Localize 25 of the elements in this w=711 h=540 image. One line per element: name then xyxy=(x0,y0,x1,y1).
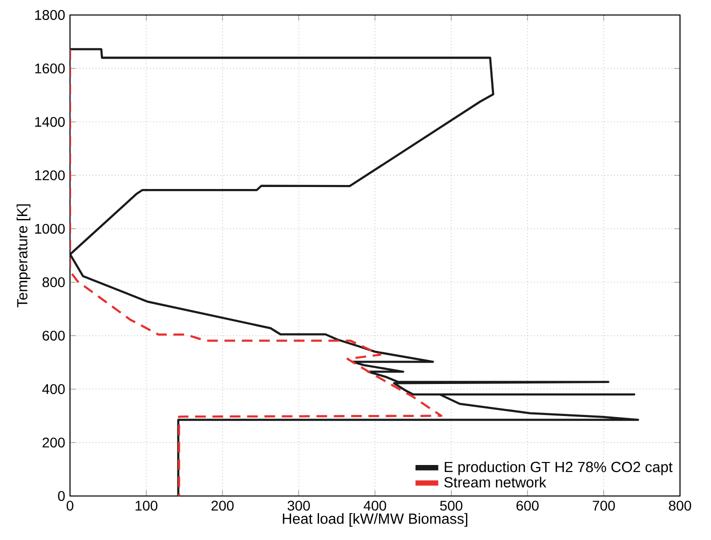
y-tick-label: 800 xyxy=(42,277,65,288)
legend-label: E production GT H2 78% CO2 capt xyxy=(444,461,673,476)
legend-label: Stream network xyxy=(444,476,546,488)
y-tick-label: 1200 xyxy=(35,170,65,180)
y-tick-label: 600 xyxy=(42,330,65,341)
y-tick-label: 1000 xyxy=(35,224,65,234)
x-tick-label: 600 xyxy=(516,500,539,511)
x-tick-label: 400 xyxy=(364,500,386,511)
x-tick-label: 200 xyxy=(212,500,234,511)
y-tick-label: 400 xyxy=(42,384,65,394)
x-tick-label: 100 xyxy=(136,500,158,511)
line-series xyxy=(70,48,640,496)
line-series xyxy=(70,48,442,496)
x-tick-label: 800 xyxy=(668,500,692,511)
y-tick-label: 200 xyxy=(42,438,65,448)
x-tick-label: 0 xyxy=(66,500,74,511)
x-tick-label: 500 xyxy=(440,500,462,511)
y-tick-label: 0 xyxy=(58,491,65,501)
x-axis-title: Heat load [kW/MW Biomass] xyxy=(282,513,468,527)
y-tick-label: 1600 xyxy=(35,63,65,74)
x-tick-label: 300 xyxy=(288,500,310,511)
y-tick-label: 1400 xyxy=(35,116,65,127)
y-tick-label: 1800 xyxy=(35,10,65,20)
x-tick-label: 700 xyxy=(592,500,615,511)
y-axis-title: Temperature [K] xyxy=(16,204,30,308)
